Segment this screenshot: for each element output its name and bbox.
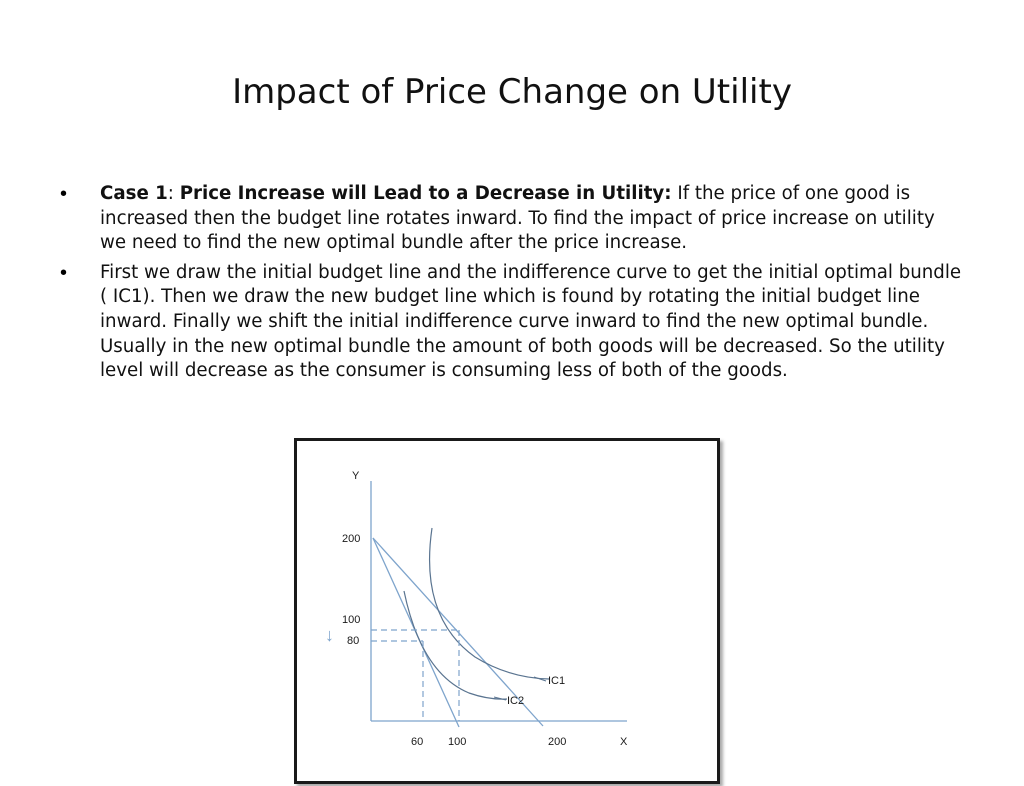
bullet-dot: • — [60, 261, 68, 284]
decrease-arrow-icon: ↓ — [325, 625, 334, 645]
x-axis-label: X — [620, 736, 628, 748]
case-label: Case 1 — [100, 183, 168, 204]
bullet-item: • Case 1: Price Increase will Lead to a … — [60, 182, 965, 256]
y-tick-80: 80 — [347, 635, 359, 647]
y-tick-200: 200 — [342, 533, 360, 545]
slide-title: Impact of Price Change on Utility — [232, 72, 792, 112]
bullet-list: • Case 1: Price Increase will Lead to a … — [60, 182, 965, 389]
indifference-curve-figure: Y X 200 100 80 60 100 200 IC1 IC2 ↓ — [294, 438, 720, 784]
case-heading: Price Increase will Lead to a Decrease i… — [179, 183, 672, 204]
y-axis-label: Y — [352, 470, 360, 482]
case-separator: : — [167, 183, 180, 204]
x-tick-60: 60 — [411, 736, 423, 748]
bullet-text: First we draw the initial budget line an… — [100, 261, 962, 382]
initial-budget-line — [372, 537, 544, 727]
x-tick-100: 100 — [448, 736, 466, 748]
ic2-label-connector — [493, 696, 507, 701]
ic2-label: IC2 — [507, 695, 524, 707]
y-tick-100: 100 — [342, 614, 360, 626]
indifference-curve-diagram: Y X 200 100 80 60 100 200 IC1 IC2 ↓ — [325, 470, 628, 748]
bullet-dot: • — [60, 183, 68, 205]
ic2-curve — [403, 590, 508, 700]
ic1-label-connector — [533, 676, 547, 682]
bullet-text: If the price of one good is increased th… — [100, 183, 935, 254]
ic1-curve — [429, 527, 550, 680]
bullet-item: • First we draw the initial budget line … — [60, 261, 965, 384]
ic1-label: IC1 — [548, 675, 565, 687]
x-tick-200: 200 — [548, 736, 566, 748]
